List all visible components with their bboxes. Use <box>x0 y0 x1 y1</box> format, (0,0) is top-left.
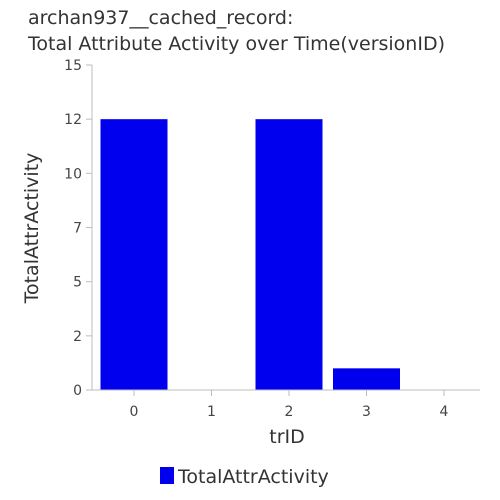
chart-title: archan937__cached_record: Total Attribut… <box>27 7 445 55</box>
legend: TotalAttrActivity <box>160 466 329 488</box>
y-tick-label: 0 <box>73 383 82 399</box>
y-tick-label: 10 <box>64 166 82 182</box>
bar-3 <box>333 368 400 390</box>
x-tick-label: 4 <box>440 404 449 420</box>
y-tick-label: 2 <box>73 329 82 345</box>
x-axis-title: trID <box>269 426 305 448</box>
x-tick-label: 0 <box>130 404 139 420</box>
y-tick-label: 12 <box>64 112 82 128</box>
y-tick-label: 7 <box>73 221 82 237</box>
y-tick-label: 15 <box>64 58 82 74</box>
legend-swatch <box>160 467 174 484</box>
bar-2 <box>255 119 323 391</box>
chart-title-line-2: Total Attribute Activity over Time(versi… <box>27 33 445 55</box>
bar-0 <box>100 119 168 391</box>
x-tick-label: 3 <box>362 404 371 420</box>
x-tick-label: 1 <box>207 404 216 420</box>
legend-label: TotalAttrActivity <box>177 466 329 488</box>
x-tick-label: 2 <box>285 404 294 420</box>
chart-title-line-1: archan937__cached_record: <box>28 7 293 29</box>
y-tick-label: 5 <box>73 275 82 291</box>
y-axis-title: TotalAttrActivity <box>21 153 43 305</box>
